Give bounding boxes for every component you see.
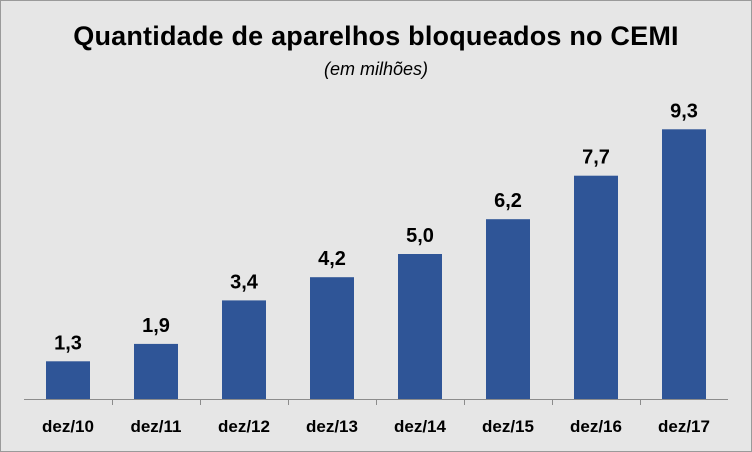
x-tick-label: dez/14 bbox=[394, 417, 447, 436]
x-tick-label: dez/16 bbox=[570, 417, 622, 436]
data-label: 1,9 bbox=[142, 315, 170, 337]
x-tick-label: dez/17 bbox=[658, 417, 710, 436]
x-tick-label: dez/13 bbox=[306, 417, 358, 436]
data-label: 1,3 bbox=[54, 332, 82, 354]
chart-subtitle: (em milhões) bbox=[323, 59, 429, 79]
data-label: 4,2 bbox=[318, 248, 346, 270]
bar-dez-11 bbox=[134, 343, 178, 399]
bar-dez-12 bbox=[222, 300, 266, 399]
data-label: 9,3 bbox=[670, 100, 698, 122]
bar-dez-10 bbox=[46, 361, 90, 399]
bar-dez-14 bbox=[398, 254, 442, 399]
bar-dez-16 bbox=[574, 175, 618, 399]
x-tick-label: dez/10 bbox=[42, 417, 94, 436]
x-tick-label: dez/11 bbox=[130, 417, 181, 436]
data-label: 5,0 bbox=[406, 225, 434, 247]
data-label: 7,7 bbox=[582, 147, 610, 169]
x-tick-label: dez/15 bbox=[482, 417, 534, 436]
data-label: 6,2 bbox=[494, 190, 522, 212]
chart-title: Quantidade de aparelhos bloqueados no CE… bbox=[73, 21, 679, 51]
x-tick-label: dez/12 bbox=[218, 417, 270, 436]
data-label: 3,4 bbox=[230, 271, 259, 293]
bar-dez-13 bbox=[310, 277, 354, 399]
bar-dez-15 bbox=[486, 219, 530, 399]
bar-dez-17 bbox=[662, 129, 706, 400]
